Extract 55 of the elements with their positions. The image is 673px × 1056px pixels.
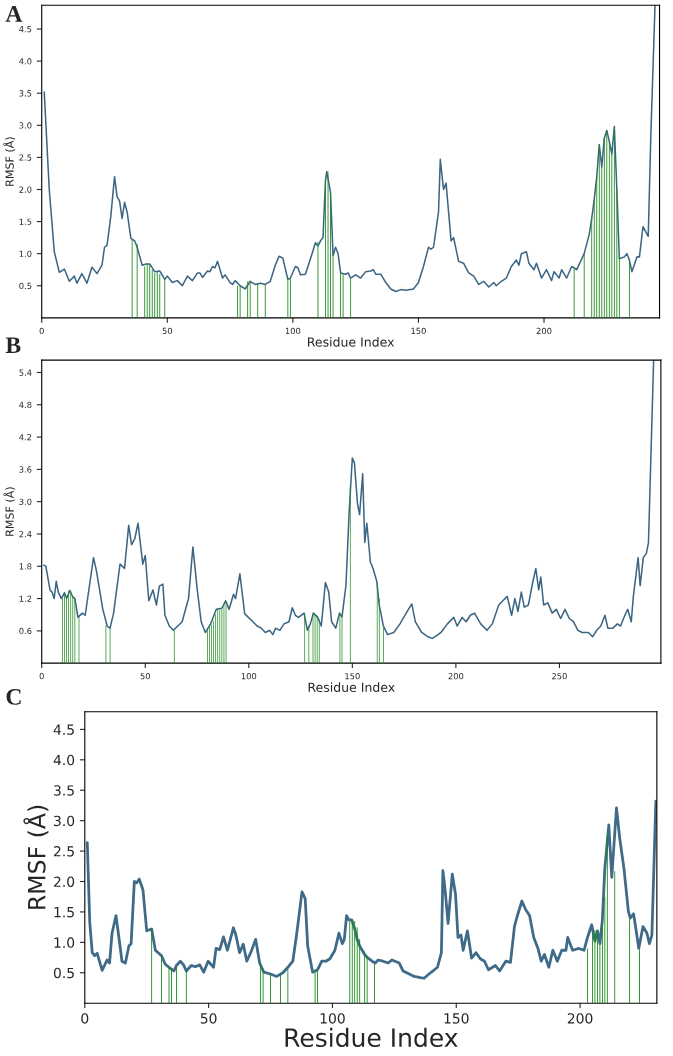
y-tick-label: 3.0 <box>19 122 32 129</box>
y-tick-label: 4.5 <box>53 724 74 735</box>
line-series <box>43 5 656 293</box>
y-tick-label: 0.5 <box>19 282 32 290</box>
y-axis-title: RMSF (Å) <box>3 487 16 536</box>
y-tick-label: 3.6 <box>19 466 32 473</box>
y-tick-label: 3.0 <box>19 498 32 505</box>
y-tick-label: 1.0 <box>54 937 75 948</box>
y-tick-label: 5.4 <box>19 369 32 376</box>
x-axis-title: Residue Index <box>285 1027 458 1048</box>
y-tick-label: 0.5 <box>53 967 74 979</box>
chart-title: C <box>6 688 21 705</box>
y-tick-label: 1.5 <box>19 218 32 225</box>
y-tick-label: 4.2 <box>19 434 32 441</box>
x-tick-label: 0 <box>81 1013 89 1024</box>
y-tick-label: 2.5 <box>54 846 74 857</box>
y-tick-label: 4.5 <box>19 26 32 33</box>
x-tick-label: 0 <box>39 673 44 680</box>
y-tick-label: 2.4 <box>19 530 32 538</box>
x-tick-label: 200 <box>536 327 552 335</box>
x-tick-label: 200 <box>567 1013 593 1024</box>
y-axis-title: RMSF (Å) <box>23 805 49 909</box>
y-tick-label: 4.0 <box>53 754 75 766</box>
x-tick-label: 50 <box>140 673 151 680</box>
x-tick-label: 150 <box>444 1013 469 1024</box>
y-tick-label: 4.0 <box>19 58 32 65</box>
x-tick-label: 200 <box>448 673 464 680</box>
y-tick-label: 3.0 <box>54 815 75 827</box>
y-tick-label: 4.8 <box>19 401 32 409</box>
y-tick-label: 1.5 <box>54 907 74 918</box>
chart-title: A <box>5 6 23 22</box>
y-tick-label: 2.0 <box>19 186 32 193</box>
y-tick-label: 2.5 <box>19 154 32 161</box>
x-tick-label: 100 <box>320 1013 345 1024</box>
y-tick-label: 1.2 <box>19 595 32 602</box>
line-series <box>85 799 657 980</box>
x-tick-label: 150 <box>411 327 426 335</box>
line-series <box>43 360 655 640</box>
x-tick-label: 150 <box>345 673 360 680</box>
chart-title: B <box>5 337 21 354</box>
x-tick-label: 250 <box>552 673 567 680</box>
x-tick-label: 100 <box>241 673 257 680</box>
x-axis-title: Residue Index <box>307 337 395 347</box>
y-tick-label: 2.0 <box>54 876 75 887</box>
x-tick-label: 50 <box>200 1013 217 1024</box>
x-tick-label: 50 <box>162 327 173 335</box>
x-tick-label: 100 <box>285 327 301 335</box>
y-axis-title: RMSF (Å) <box>3 137 16 186</box>
y-tick-label: 1.8 <box>19 563 32 570</box>
x-tick-label: 0 <box>39 327 44 335</box>
y-tick-label: 1.0 <box>19 250 32 257</box>
y-tick-label: 3.5 <box>54 785 74 796</box>
x-axis-title: Residue Index <box>308 682 395 693</box>
y-tick-label: 3.5 <box>19 90 32 97</box>
y-tick-label: 0.6 <box>19 627 32 635</box>
